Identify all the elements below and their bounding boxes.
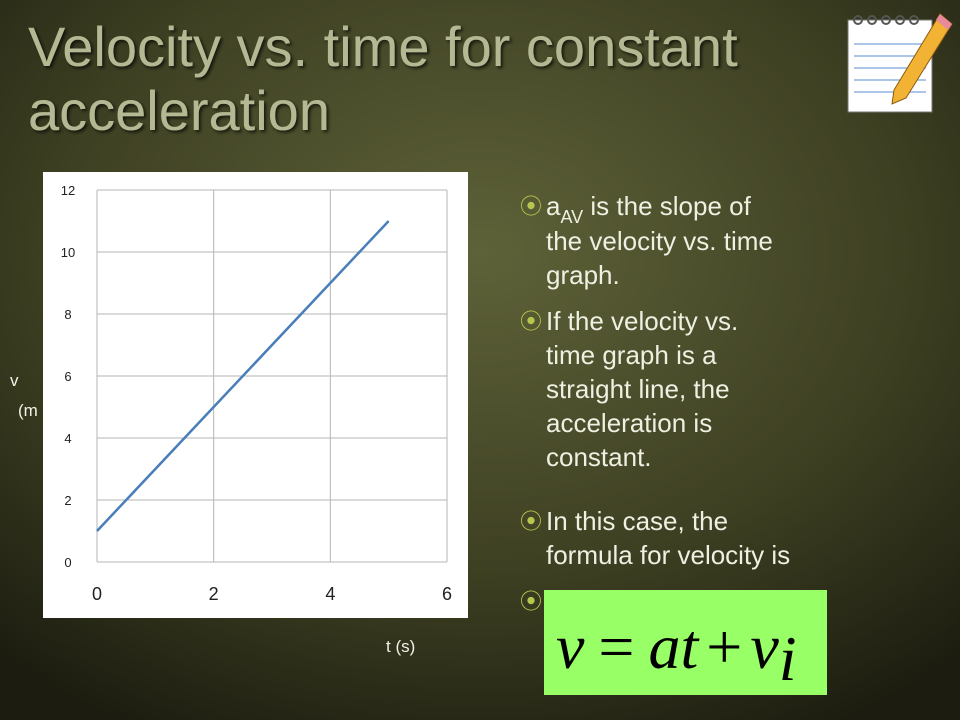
bullet-text: is the slope of	[583, 191, 751, 221]
x-tick-label: 0	[92, 584, 102, 604]
title: Velocity vs. time for constant accelerat…	[28, 15, 738, 142]
y-tick-label: 12	[61, 183, 75, 198]
bullet-line: acceleration is	[546, 408, 712, 438]
y-axis-label: v	[10, 371, 19, 390]
bullet-symbol: ⦿	[520, 589, 542, 614]
bullet-line: If the velocity vs.	[546, 306, 738, 336]
bullet-line: In this case, the	[546, 506, 728, 536]
x-tick-label: 4	[325, 584, 335, 604]
y-tick-label: 4	[64, 431, 71, 446]
y-tick-label: 2	[64, 493, 71, 508]
formula-part: v	[556, 611, 585, 682]
y-tick-label: 6	[64, 369, 71, 384]
notepad-icon	[847, 13, 953, 113]
data-line	[96, 220, 390, 532]
bullet-text: a	[546, 191, 561, 221]
formula-part: =	[598, 611, 634, 682]
formula-part: +	[706, 611, 742, 682]
title-line: acceleration	[28, 79, 330, 142]
formula-part: at	[649, 611, 701, 682]
formula-part: i	[779, 623, 797, 694]
x-axis-label: t (s)	[386, 637, 415, 656]
bullet-symbol: ⦿	[520, 194, 542, 219]
bullet-symbol: ⦿	[520, 509, 542, 534]
bullet-line: formula for velocity is	[546, 540, 790, 570]
bullet-line: the velocity vs. time	[546, 226, 773, 256]
x-tick-label: 6	[442, 584, 452, 604]
bullet-line: constant.	[546, 442, 652, 472]
bullet-line: straight line, the	[546, 374, 730, 404]
formula-part: v	[750, 611, 779, 682]
subscript: AV	[560, 207, 583, 227]
formula-text: v = at + vi	[556, 611, 797, 694]
bullets: ⦿ aAV is the slope of the velocity vs. t…	[520, 191, 790, 614]
chart-area	[43, 172, 468, 618]
bullet-line: graph.	[546, 260, 620, 290]
y-tick-label: 0	[64, 555, 71, 570]
title-line: Velocity vs. time for constant	[28, 15, 738, 78]
bullet-line: time graph is a	[546, 340, 717, 370]
bullet-line: aAV is the slope of	[546, 191, 752, 227]
bullet-symbol: ⦿	[520, 309, 542, 334]
x-tick-label: 2	[209, 584, 219, 604]
formula: v = at + vi	[544, 590, 827, 695]
y-tick-label: 10	[61, 245, 75, 260]
y-tick-label: 8	[64, 307, 71, 322]
y-axis-label: (m	[18, 401, 38, 420]
